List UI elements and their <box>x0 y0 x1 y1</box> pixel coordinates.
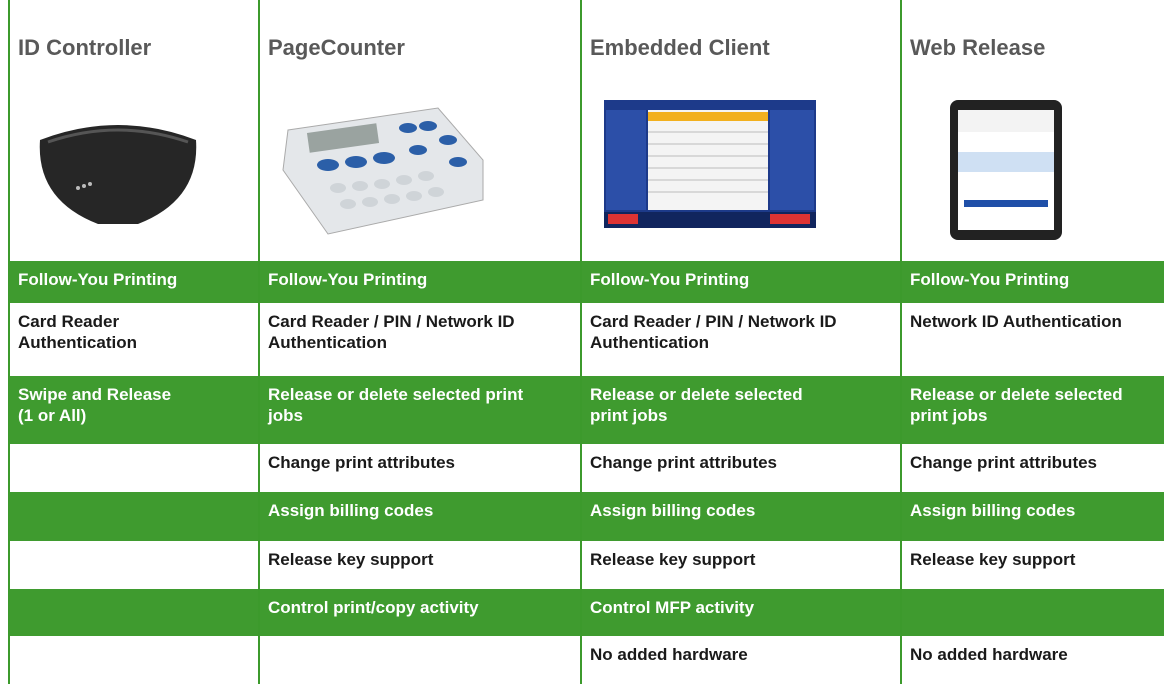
id-controller-image <box>39 125 197 224</box>
table-row: No added hardware No added hardware <box>8 636 1164 684</box>
table-cell: No added hardware <box>580 636 902 684</box>
table-cell <box>8 589 260 636</box>
table-cell: Network ID Authentication <box>900 303 1164 376</box>
header-cell: PageCounter <box>258 0 582 261</box>
table-row: Control print/copy activity Control MFP a… <box>8 589 1164 636</box>
table-cell: Card Reader / PIN / Network ID Authentic… <box>580 303 902 376</box>
page: {"table": { "columns": ["ID Controller",… <box>8 0 1164 684</box>
table-cell <box>258 636 582 684</box>
pagecounter-image <box>282 107 484 235</box>
table-cell <box>8 636 260 684</box>
embedded-client-image <box>604 100 816 228</box>
table-cell: Change print attributes <box>580 444 902 492</box>
header-cell: ID Controller <box>8 0 260 261</box>
table-cell <box>8 492 260 541</box>
table-row: Release key support Release key support Re… <box>8 541 1164 589</box>
table-cell <box>8 444 260 492</box>
table-row: Follow-You Printing Follow-You Printing Fo… <box>8 261 1164 303</box>
table-cell <box>8 541 260 589</box>
table-cell: Assign billing codes <box>580 492 902 541</box>
table-cell <box>900 589 1164 636</box>
column-title: Web Release <box>910 35 1046 60</box>
table-cell: Follow-You Printing <box>258 261 582 303</box>
table-row: Card Reader Authentication Card Reader / … <box>8 303 1164 376</box>
table-cell: Follow-You Printing <box>8 261 260 303</box>
table-cell: Follow-You Printing <box>580 261 902 303</box>
column-title: PageCounter <box>268 35 405 60</box>
table-cell: Change print attributes <box>900 444 1164 492</box>
comparison-table: ID Controller PageCounter <box>8 0 1164 684</box>
column-title: ID Controller <box>18 35 152 60</box>
table-cell: Assign billing codes <box>900 492 1164 541</box>
header-row: ID Controller PageCounter <box>8 0 1164 261</box>
table-cell: Assign billing codes <box>258 492 582 541</box>
table-cell: Card Reader / PIN / Network ID Authentic… <box>258 303 582 376</box>
table-cell: Card Reader Authentication <box>8 303 260 376</box>
table-cell: Change print attributes <box>258 444 582 492</box>
table-cell: Release key support <box>258 541 582 589</box>
table-cell: Release or delete selected print jobs <box>580 376 902 444</box>
column-title: Embedded Client <box>590 35 770 60</box>
table-cell: No added hardware <box>900 636 1164 684</box>
web-release-image <box>950 100 1062 240</box>
table-cell: Swipe and Release (1 or All) <box>8 376 260 444</box>
table-cell: Control print/copy activity <box>258 589 582 636</box>
header-cell: Web Release <box>900 0 1164 261</box>
header-cell: Embedded Client <box>580 0 902 261</box>
table-row: Swipe and Release (1 or All) Release or d… <box>8 376 1164 444</box>
table-row: Assign billing codes Assign billing codes… <box>8 492 1164 541</box>
table-cell: Follow-You Printing <box>900 261 1164 303</box>
table-cell: Control MFP activity <box>580 589 902 636</box>
table-row: Change print attributes Change print attr… <box>8 444 1164 492</box>
table-cell: Release or delete selected print jobs <box>258 376 582 444</box>
table-cell: Release key support <box>900 541 1164 589</box>
table-cell: Release key support <box>580 541 902 589</box>
table-cell: Release or delete selected print jobs <box>900 376 1164 444</box>
